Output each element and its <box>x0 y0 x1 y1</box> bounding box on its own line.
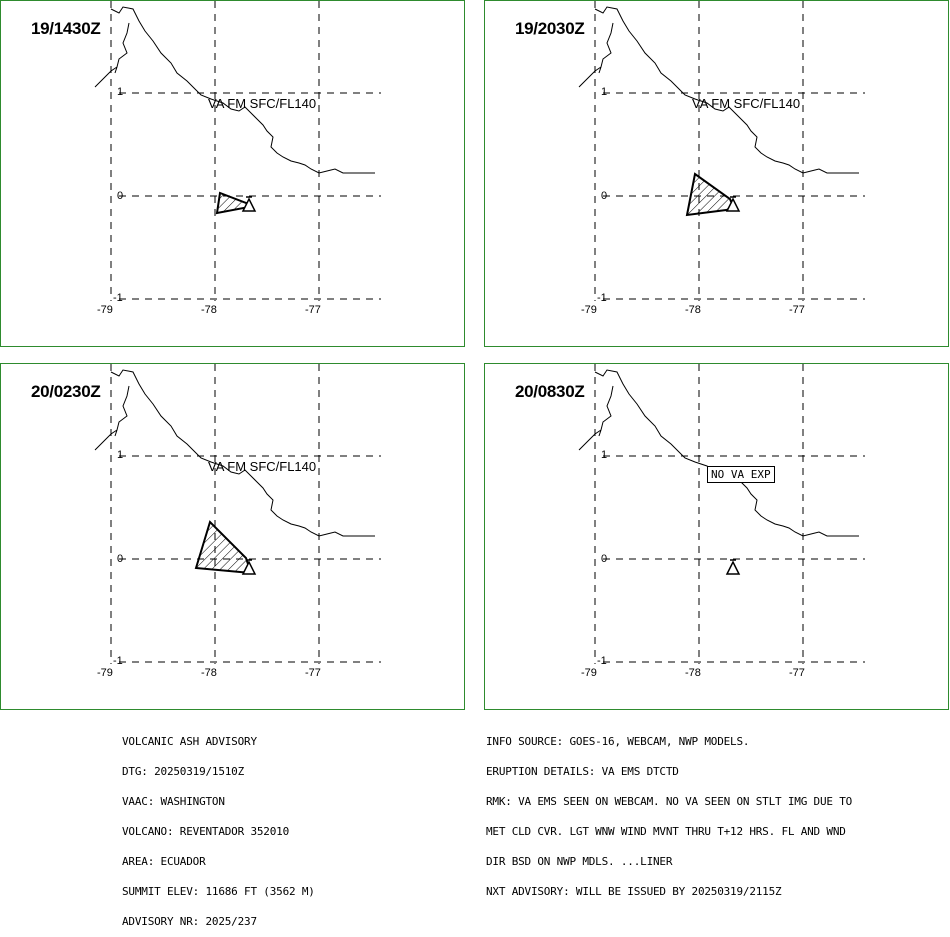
map-panel-4 <box>578 364 865 664</box>
longitude-label: -77 <box>789 304 805 316</box>
longitude-label: -79 <box>97 304 113 316</box>
latitude-label: 0 <box>601 553 608 565</box>
forecast-panel-1: 19/1430Z VA FM SFC/FL140 -79 -78 -77 1 0 -1 <box>0 0 465 347</box>
coastline <box>110 369 375 537</box>
advisory-line: RMK: VA EMS SEEN ON WEBCAM. NO VA SEEN O… <box>486 795 853 808</box>
coastline <box>110 6 375 174</box>
flight-level-label: VA FM SFC/FL140 <box>208 96 317 111</box>
coastline <box>578 22 614 88</box>
longitude-label: -79 <box>581 667 597 679</box>
forecast-time: 20/0230Z <box>31 382 101 401</box>
advisory-line: VOLCANO: REVENTADOR 352010 <box>122 825 289 838</box>
advisory-line: SUMMIT ELEV: 11686 FT (3562 M) <box>122 885 315 898</box>
forecast-time: 19/2030Z <box>515 19 585 38</box>
latitude-label: -1 <box>597 655 607 667</box>
advisory-line: ERUPTION DETAILS: VA EMS DTCTD <box>486 765 679 778</box>
longitude-label: -78 <box>685 667 701 679</box>
map-panel-3 <box>94 364 381 664</box>
latitude-label: 0 <box>117 190 124 202</box>
advisory-line: VAAC: WASHINGTON <box>122 795 225 808</box>
volcano-icon <box>725 559 741 575</box>
longitude-label: -77 <box>789 667 805 679</box>
longitude-label: -79 <box>581 304 597 316</box>
latitude-label: -1 <box>113 292 123 304</box>
forecast-time: 19/1430Z <box>31 19 101 38</box>
coastline <box>594 369 859 537</box>
volcano-icon <box>241 559 257 575</box>
map-graphics <box>94 1 381 301</box>
longitude-label: -78 <box>201 304 217 316</box>
longitude-label: -78 <box>685 304 701 316</box>
advisory-line: VOLCANIC ASH ADVISORY <box>122 735 257 748</box>
forecast-time: 20/0830Z <box>515 382 585 401</box>
latitude-label: 1 <box>117 86 124 98</box>
advisory-line: MET CLD CVR. LGT WNW WIND MVNT THRU T+12… <box>486 825 846 838</box>
map-graphics <box>578 1 865 301</box>
latitude-label: 1 <box>117 449 124 461</box>
ash-cloud-polygon <box>215 191 251 215</box>
advisory-line: DTG: 20250319/1510Z <box>122 765 245 778</box>
coastline <box>94 385 130 451</box>
volcano-icon <box>725 196 741 212</box>
forecast-panel-2: 19/2030Z VA FM SFC/FL140 -79 -78 -77 1 0 -1 <box>484 0 949 347</box>
ash-cloud-polygon <box>194 520 253 575</box>
advisory-line: ADVISORY NR: 2025/237 <box>122 915 257 928</box>
no-va-expected-label: NO VA EXP <box>707 466 775 483</box>
latitude-label: 0 <box>601 190 608 202</box>
latitude-label: -1 <box>113 655 123 667</box>
flight-level-label: VA FM SFC/FL140 <box>208 459 317 474</box>
flight-level-label: VA FM SFC/FL140 <box>692 96 801 111</box>
longitude-label: -79 <box>97 667 113 679</box>
advisory-line: AREA: ECUADOR <box>122 855 206 868</box>
latitude-label: 0 <box>117 553 124 565</box>
volcano-icon <box>241 196 257 212</box>
coastline <box>578 385 614 451</box>
map-graphics <box>578 364 865 664</box>
map-graphics <box>94 364 381 664</box>
coastline <box>94 22 130 88</box>
latitude-label: 1 <box>601 86 608 98</box>
map-panel-1 <box>94 1 381 301</box>
longitude-label: -77 <box>305 304 321 316</box>
advisory-line: INFO SOURCE: GOES-16, WEBCAM, NWP MODELS… <box>486 735 750 748</box>
map-panel-2 <box>578 1 865 301</box>
advisory-header-block: VOLCANIC ASH ADVISORY DTG: 20250319/1510… <box>122 717 315 937</box>
latitude-label: 1 <box>601 449 608 461</box>
advisory-details-block: INFO SOURCE: GOES-16, WEBCAM, NWP MODELS… <box>486 717 852 907</box>
coastline <box>594 6 859 174</box>
forecast-panel-4: 20/0830Z -79 -78 -77 1 0 -1 <box>484 363 949 710</box>
latitude-label: -1 <box>597 292 607 304</box>
longitude-label: -77 <box>305 667 321 679</box>
longitude-label: -78 <box>201 667 217 679</box>
advisory-line: DIR BSD ON NWP MDLS. ...LINER <box>486 855 673 868</box>
advisory-line: NXT ADVISORY: WILL BE ISSUED BY 20250319… <box>486 885 782 898</box>
ash-cloud-polygon <box>685 172 736 217</box>
forecast-panel-3: 20/0230Z VA FM SFC/FL140 -79 -78 -77 1 0 -1 <box>0 363 465 710</box>
